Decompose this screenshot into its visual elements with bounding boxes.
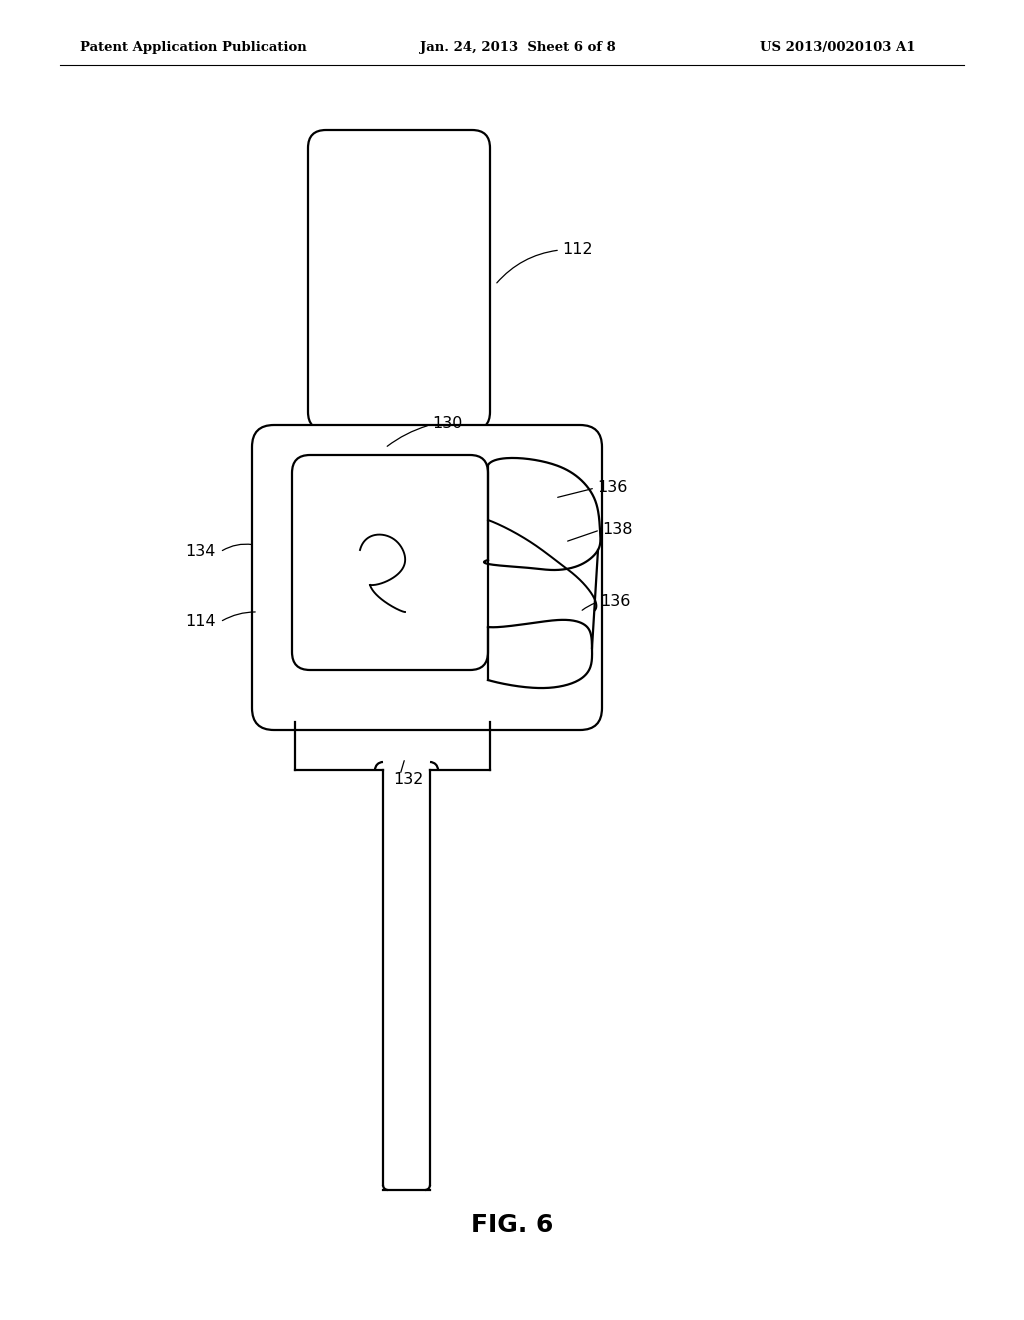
Text: FIG. 6: FIG. 6 — [471, 1213, 553, 1237]
Text: Jan. 24, 2013  Sheet 6 of 8: Jan. 24, 2013 Sheet 6 of 8 — [420, 41, 615, 54]
FancyBboxPatch shape — [292, 455, 488, 671]
Text: 114: 114 — [185, 615, 216, 630]
Text: Patent Application Publication: Patent Application Publication — [80, 41, 307, 54]
Text: 138: 138 — [602, 523, 633, 537]
Text: US 2013/0020103 A1: US 2013/0020103 A1 — [760, 41, 915, 54]
Text: 136: 136 — [597, 480, 628, 495]
Text: 136: 136 — [600, 594, 631, 610]
Text: 132: 132 — [393, 772, 423, 788]
FancyBboxPatch shape — [308, 129, 490, 430]
Text: 130: 130 — [432, 416, 463, 430]
FancyBboxPatch shape — [252, 425, 602, 730]
Text: 134: 134 — [185, 544, 215, 560]
Text: 112: 112 — [562, 243, 593, 257]
